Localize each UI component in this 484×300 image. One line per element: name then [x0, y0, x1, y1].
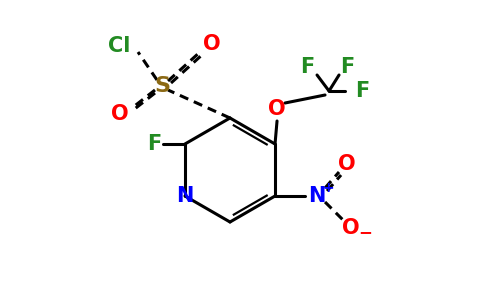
Text: F: F — [355, 81, 369, 101]
Text: −: − — [358, 223, 372, 241]
Text: O: O — [111, 104, 129, 124]
Text: +: + — [322, 181, 334, 195]
Text: F: F — [300, 57, 314, 77]
Text: O: O — [342, 218, 360, 238]
Text: F: F — [147, 134, 161, 154]
Text: F: F — [340, 57, 354, 77]
Text: N: N — [176, 186, 194, 206]
Text: N: N — [308, 186, 326, 206]
Text: O: O — [268, 99, 286, 119]
Text: O: O — [203, 34, 221, 54]
Text: S: S — [154, 76, 170, 96]
Text: O: O — [338, 154, 356, 174]
Text: Cl: Cl — [107, 36, 130, 56]
